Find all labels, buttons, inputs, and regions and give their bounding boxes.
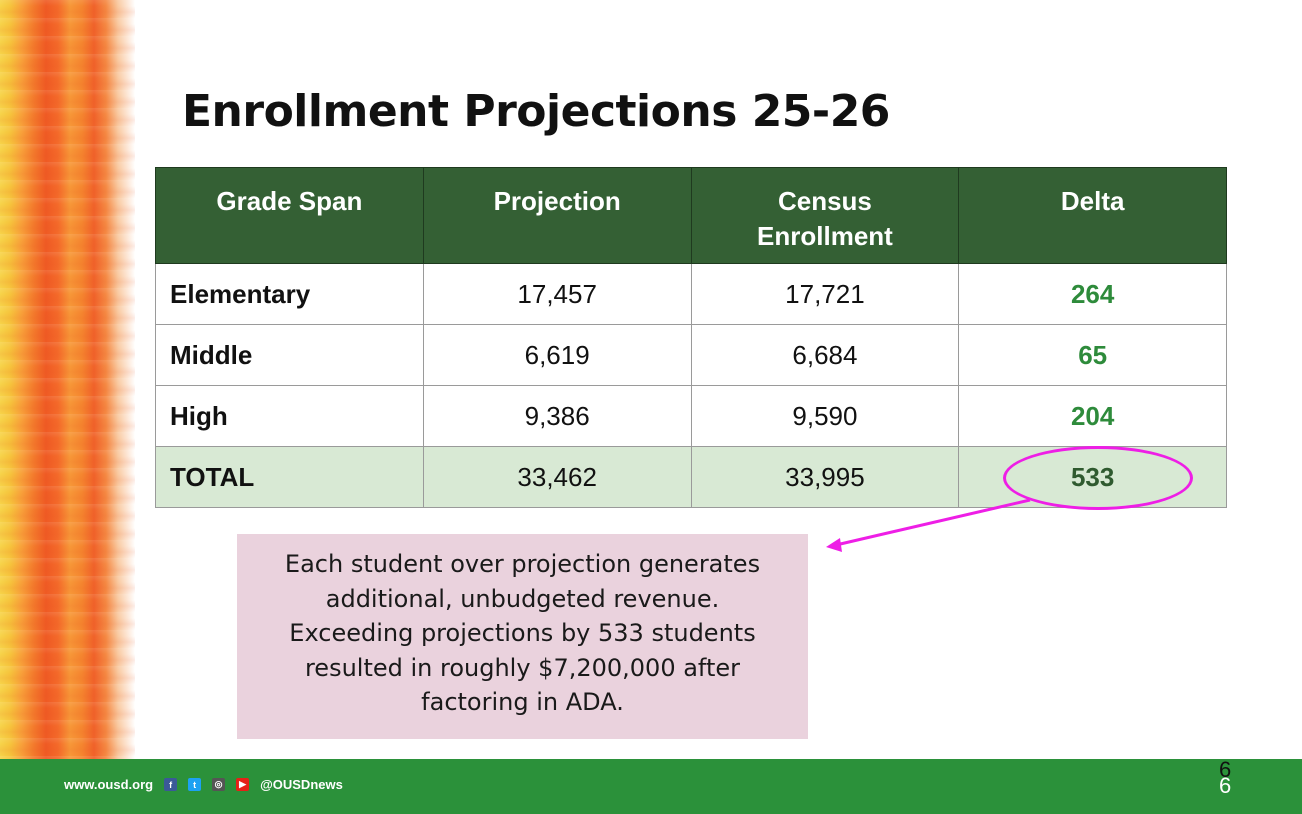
slide-title: Enrollment Projections 25-26 [182, 86, 890, 137]
note-line: factoring in ADA. [421, 688, 624, 716]
note-line: Each student over projection generates [284, 550, 761, 578]
table-row: High 9,386 9,590 204 [155, 385, 1227, 447]
website-link[interactable]: www.ousd.org [64, 777, 154, 792]
header-projection: Projection [422, 167, 692, 264]
note-line: resulted in roughly $7,200,000 after [304, 653, 741, 682]
census-cell: 33,995 [690, 446, 960, 508]
table-header-row: Grade Span Projection Census Enrollment … [155, 167, 1227, 264]
youtube-icon[interactable]: ▶ [236, 778, 250, 791]
projection-cell: 9,386 [422, 385, 692, 447]
delta-cell: 65 [958, 324, 1227, 386]
census-cell: 9,590 [690, 385, 960, 447]
header-census-enrollment: Census Enrollment [690, 167, 960, 264]
table-row: Elementary 17,457 17,721 264 [155, 263, 1227, 325]
table-row: Middle 6,619 6,684 65 [155, 324, 1227, 386]
header-delta: Delta [958, 167, 1227, 264]
delta-cell: 204 [958, 385, 1227, 447]
decorative-paint-strip [0, 0, 135, 760]
grade-cell: Middle [155, 324, 424, 386]
instagram-icon[interactable]: ◎ [212, 778, 226, 791]
note-line: additional, unbudgeted revenue. [325, 584, 720, 613]
projection-cell: 33,462 [422, 446, 692, 508]
projection-cell: 17,457 [422, 263, 692, 325]
page-number-shadow: 6 [1219, 773, 1232, 798]
grade-cell: TOTAL [155, 446, 424, 508]
delta-cell: 264 [958, 263, 1227, 325]
twitter-icon[interactable]: t [188, 778, 202, 791]
enrollment-table: Grade Span Projection Census Enrollment … [155, 167, 1227, 508]
social-handle[interactable]: @OUSDnews [260, 777, 343, 792]
header-census-text: Census Enrollment [757, 186, 893, 251]
census-cell: 17,721 [690, 263, 960, 325]
facebook-icon[interactable]: f [164, 778, 178, 791]
footer-links: www.ousd.org f t ◎ ▶ @OUSDnews [64, 777, 343, 792]
page-number: 6 [1219, 757, 1232, 782]
note-line: Exceeding projections by 533 students [289, 619, 756, 647]
highlight-oval [1003, 446, 1193, 510]
grade-cell: High [155, 385, 424, 447]
projection-cell: 6,619 [422, 324, 692, 386]
arrow-head [826, 538, 842, 552]
header-grade-span: Grade Span [155, 167, 424, 264]
census-cell: 6,684 [690, 324, 960, 386]
callout-note: Each student over projection generates a… [237, 534, 808, 739]
grade-cell: Elementary [155, 263, 424, 325]
footer-bar: www.ousd.org f t ◎ ▶ @OUSDnews [0, 759, 1302, 814]
